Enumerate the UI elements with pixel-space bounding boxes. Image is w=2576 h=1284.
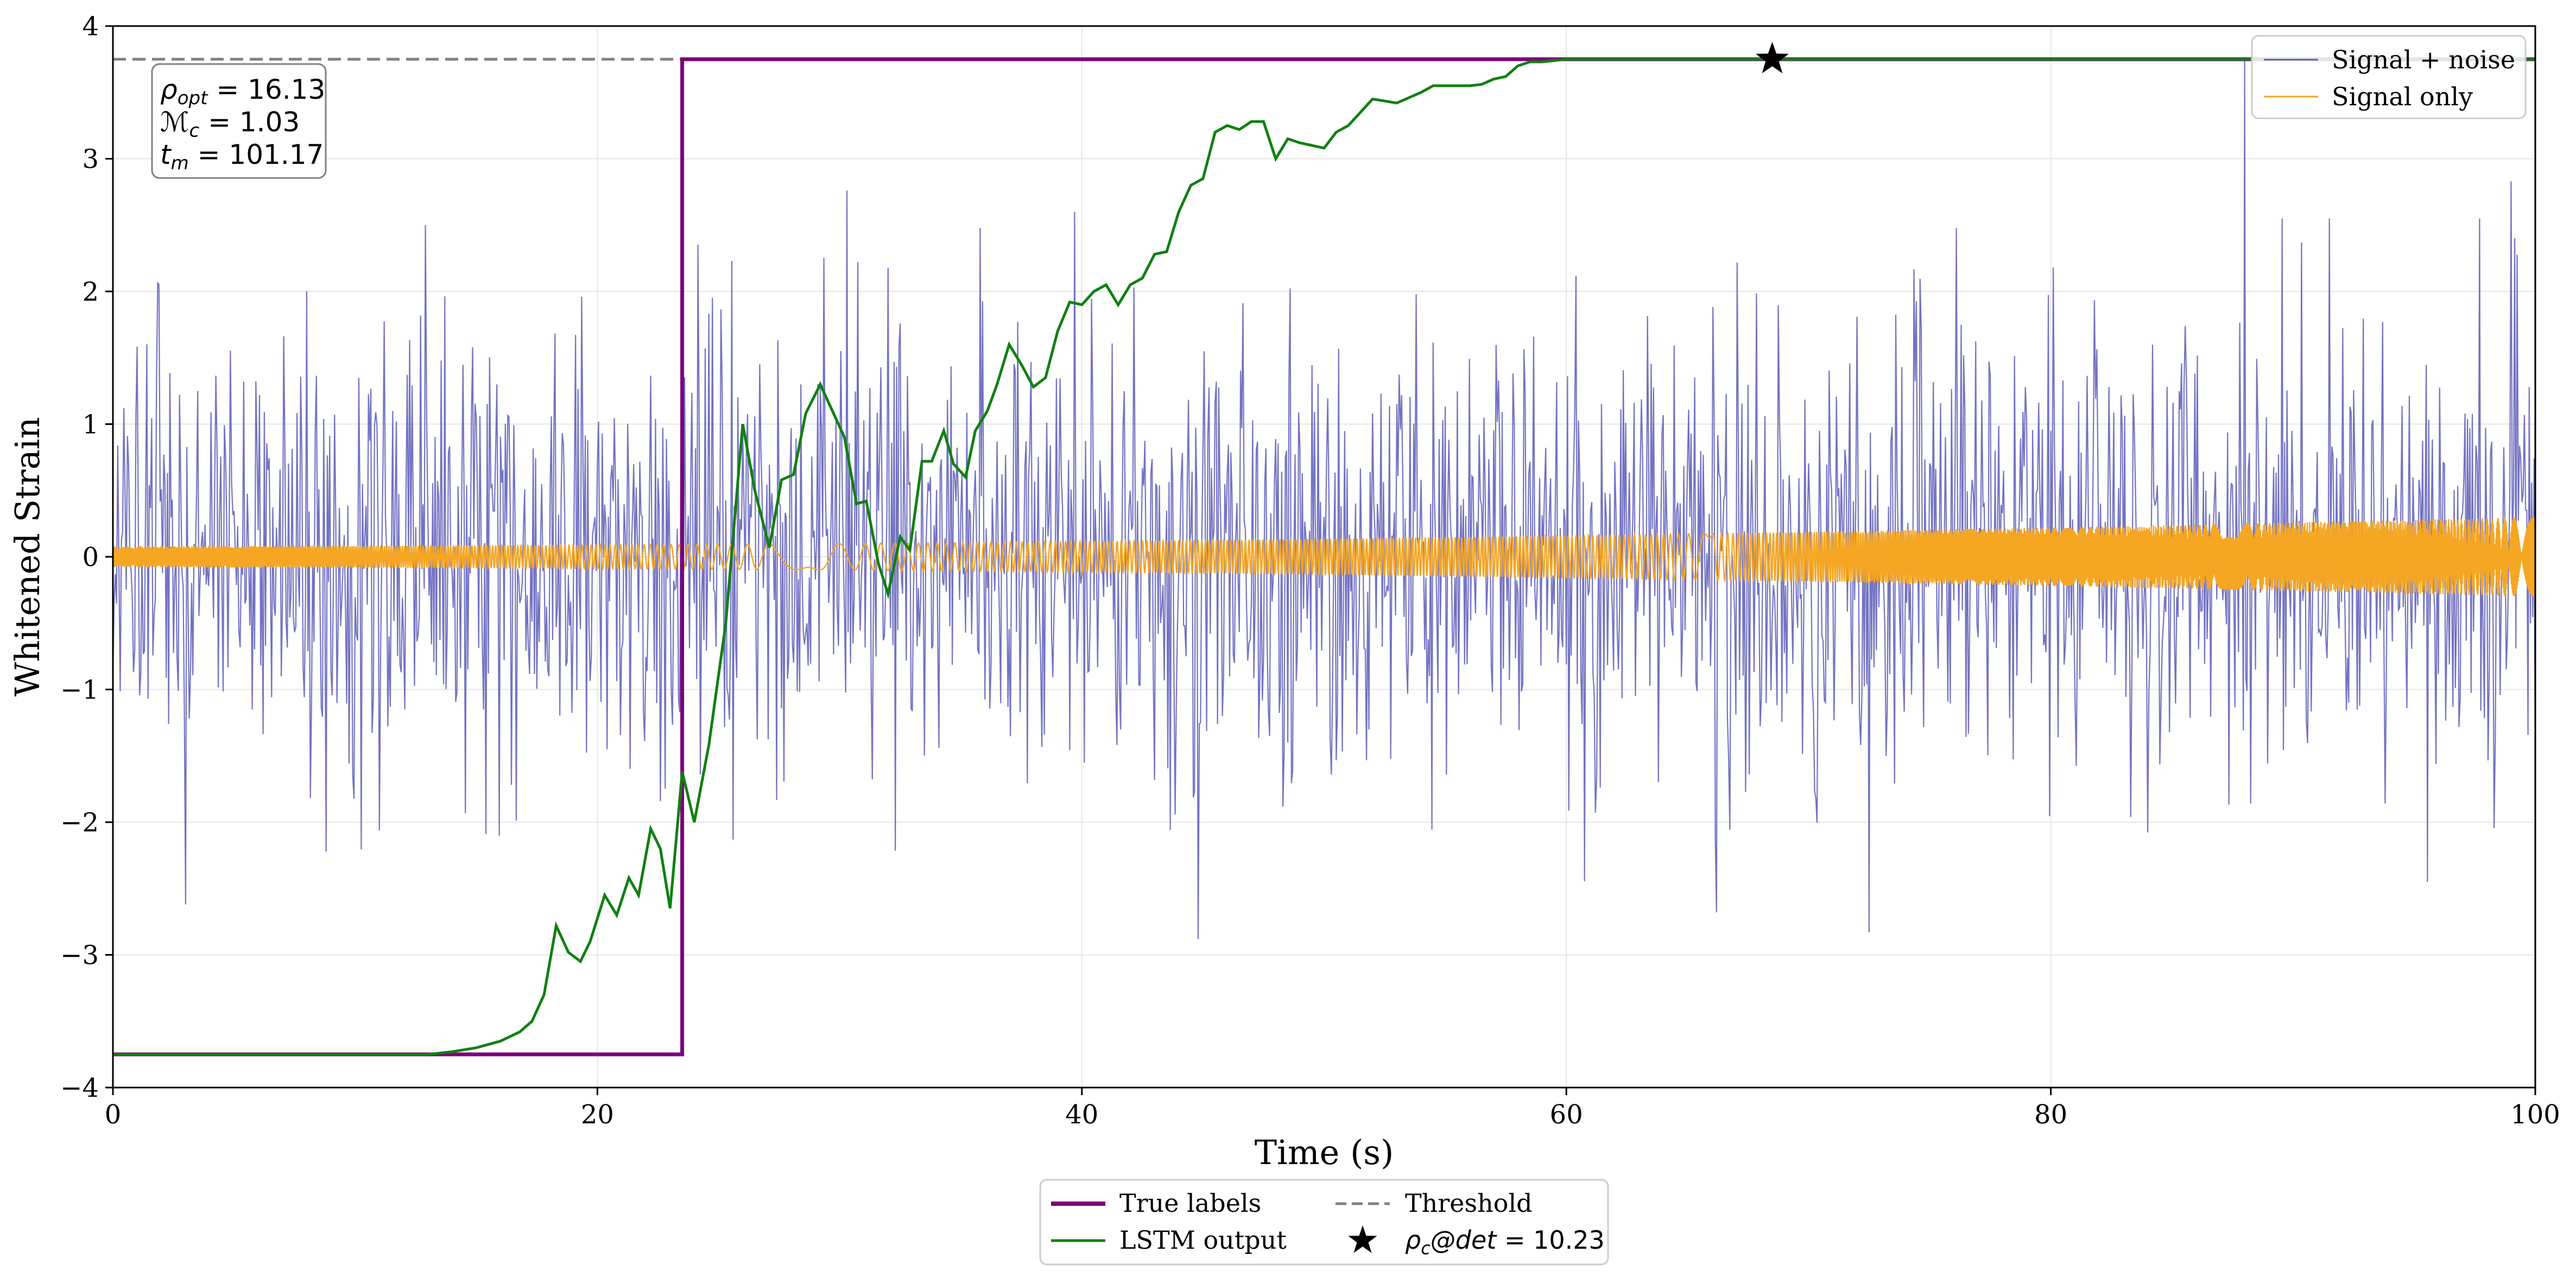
detection-star-marker <box>1756 42 1789 73</box>
plot-area <box>113 57 2535 1057</box>
x-axis-label: Time (s) <box>1255 1133 1394 1172</box>
y-axis-label: Whitened Strain <box>8 417 47 697</box>
y-tick-label: −2 <box>60 808 99 838</box>
x-tick-label: 60 <box>1550 1099 1583 1130</box>
legend-lower: True labels Threshold LSTM output ρc@det… <box>1039 1179 1609 1266</box>
annotation-box <box>151 63 327 179</box>
annotation-tm: tm = 101.17 <box>160 139 324 174</box>
x-tick-label: 20 <box>581 1099 614 1130</box>
x-tick-label: 0 <box>105 1099 122 1130</box>
legend-label-threshold: Threshold <box>1405 1188 1533 1218</box>
legend-lower-frame <box>1039 1179 1609 1266</box>
y-tick-label: −1 <box>60 675 99 705</box>
x-tick-label: 100 <box>2510 1099 2560 1130</box>
y-tick-label: 2 <box>82 277 99 307</box>
parameter-annotation: ρopt = 16.13 ℳc = 1.03 tm = 101.17 <box>151 63 327 179</box>
annotation-mc-value: 1.03 <box>239 106 300 138</box>
legend-label-signal-only: Signal only <box>2332 82 2473 111</box>
signal-only-line <box>113 517 2535 597</box>
annotation-rho-opt: ρopt = 16.13 <box>160 74 325 109</box>
legend-label-lstm-output: LSTM output <box>1119 1225 1287 1255</box>
lstm-output-line <box>113 58 2535 1056</box>
y-tick-label: 1 <box>82 410 99 440</box>
annotation-tm-value: 101.17 <box>229 139 324 170</box>
y-tick-label: 4 <box>82 11 99 42</box>
legend-upper-frame <box>2251 35 2527 119</box>
y-tick-label: −4 <box>60 1073 99 1103</box>
signal-noise-line <box>113 59 2535 939</box>
x-tick-label: 40 <box>1065 1099 1098 1130</box>
y-tick-label: −3 <box>60 940 99 971</box>
annotation-rho-opt-value: 16.13 <box>248 74 325 105</box>
annotation-mc: ℳc = 1.03 <box>160 106 300 142</box>
y-tick-label: 0 <box>82 542 99 573</box>
legend-label-signal-noise: Signal + noise <box>2332 45 2515 74</box>
legend-upper: Signal + noise Signal only <box>2251 35 2527 119</box>
legend-label-true-labels: True labels <box>1119 1188 1261 1218</box>
axis-layer: 0 20 40 60 80 100 −4 −3 −2 −1 0 1 2 3 4 <box>60 11 2560 1130</box>
legend-swatch-detection-star <box>1348 1225 1377 1253</box>
y-tick-label: 3 <box>82 144 99 175</box>
x-tick-label: 80 <box>2034 1099 2067 1130</box>
legend-label-detection: ρc@det = 10.23 <box>1405 1225 1605 1258</box>
data-layer <box>113 57 2535 1057</box>
